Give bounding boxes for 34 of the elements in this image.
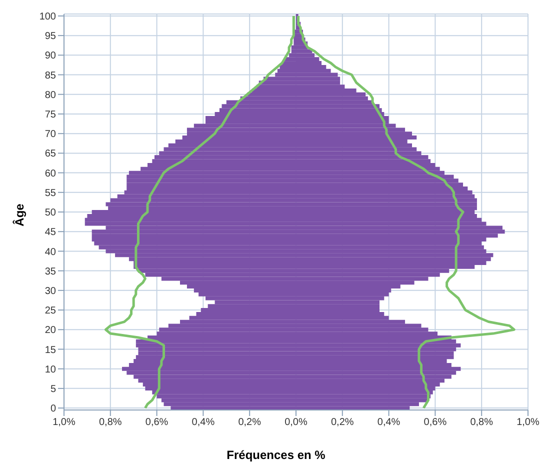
x-tick-label: 0,4% [192, 417, 215, 428]
x-tick-label: 0,6% [145, 417, 168, 428]
y-tick-label: 10 [44, 364, 56, 376]
x-tick-label: 0,8% [470, 417, 494, 428]
y-tick-label: 75 [44, 110, 56, 121]
x-tick-label: 0,2% [238, 417, 262, 428]
y-tick-label: 50 [44, 208, 56, 219]
y-tick-label: 80 [44, 90, 56, 101]
y-tick-label: 5 [50, 384, 56, 395]
x-tick-label: 1,0% [516, 417, 540, 428]
y-tick-label: 25 [44, 306, 56, 317]
x-tick-label: 0,6% [424, 417, 447, 428]
y-tick-label: 65 [44, 148, 56, 160]
y-tick-label: 45 [44, 227, 56, 238]
y-tick-label: 55 [44, 188, 56, 199]
x-tick-label: 0,2% [331, 417, 354, 428]
x-tick-label: 1,0% [52, 417, 76, 428]
y-tick-label: 30 [44, 286, 56, 297]
y-tick-label: 20 [44, 325, 56, 336]
y-tick-label: 0 [50, 404, 56, 415]
y-tick-label: 100 [39, 12, 56, 23]
x-tick-label: 0,4% [377, 417, 400, 428]
y-tick-label: 90 [44, 50, 56, 62]
x-axis-title: Fréquences en % [226, 448, 326, 462]
y-tick-label: 60 [44, 168, 56, 180]
y-axis-title: Âge [12, 204, 26, 226]
y-tick-label: 40 [44, 246, 56, 258]
y-tick-label: 35 [44, 266, 56, 278]
x-tick-label: 0,0% [284, 417, 308, 428]
y-tick-label: 85 [44, 70, 56, 82]
y-tick-label: 15 [44, 344, 56, 356]
x-tick-label: 0,8% [99, 417, 122, 428]
y-tick-label: 95 [44, 31, 56, 42]
y-tick-label: 70 [44, 129, 56, 140]
